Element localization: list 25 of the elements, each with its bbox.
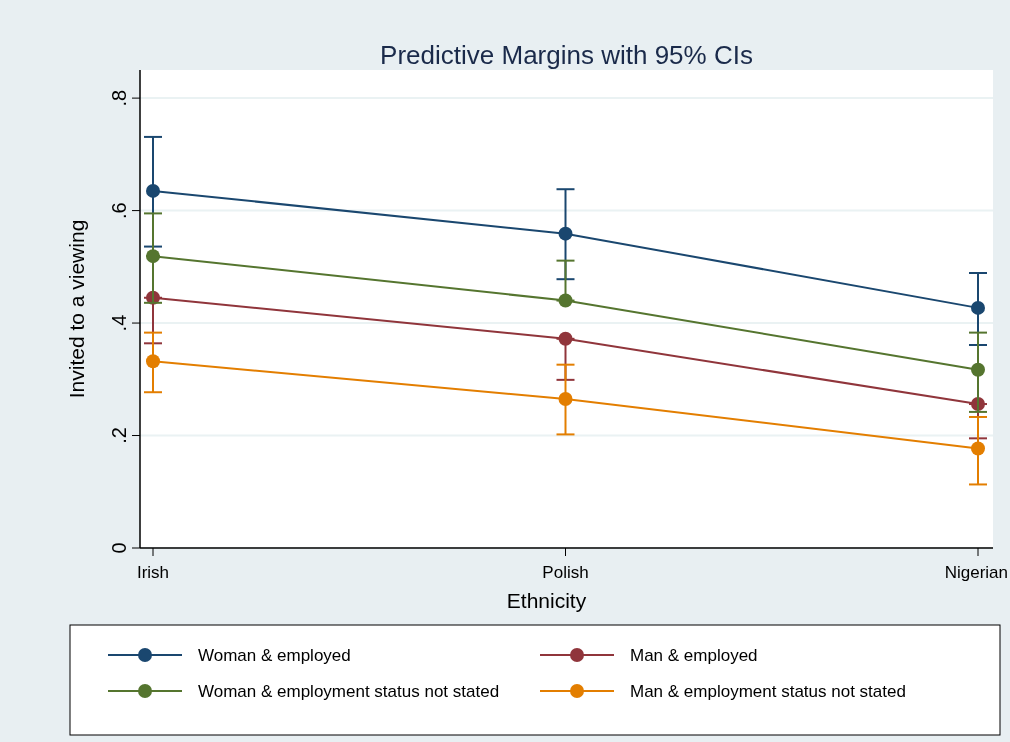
x-tick-label: Nigerian [944,563,1008,582]
y-tick-label: .6 [108,202,130,219]
point [558,293,573,308]
y-axis-title: Invited to a viewing [65,219,88,399]
chart-title: Predictive Margins with 95% CIs [380,40,753,70]
x-axis-title: Ethnicity [506,589,587,612]
point [558,391,573,406]
point [146,183,160,198]
point [971,441,985,456]
point [971,300,985,315]
y-tick-label: .2 [108,427,130,444]
y-tick-label: .8 [108,89,130,107]
y-tick-label: 0 [108,542,130,554]
legend-label: Man & employment status not stated [630,682,906,701]
point [146,354,160,369]
legend-label: Woman & employment status not stated [198,682,500,701]
x-tick-label: Polish [542,563,589,582]
x-tick-label: Irish [136,563,170,582]
legend-label: Man & employed [630,646,758,665]
point [558,226,573,241]
point [146,249,160,264]
point [558,331,573,346]
point [971,362,985,377]
y-tick-label: .4 [108,314,130,332]
legend-label: Woman & employed [198,646,351,665]
